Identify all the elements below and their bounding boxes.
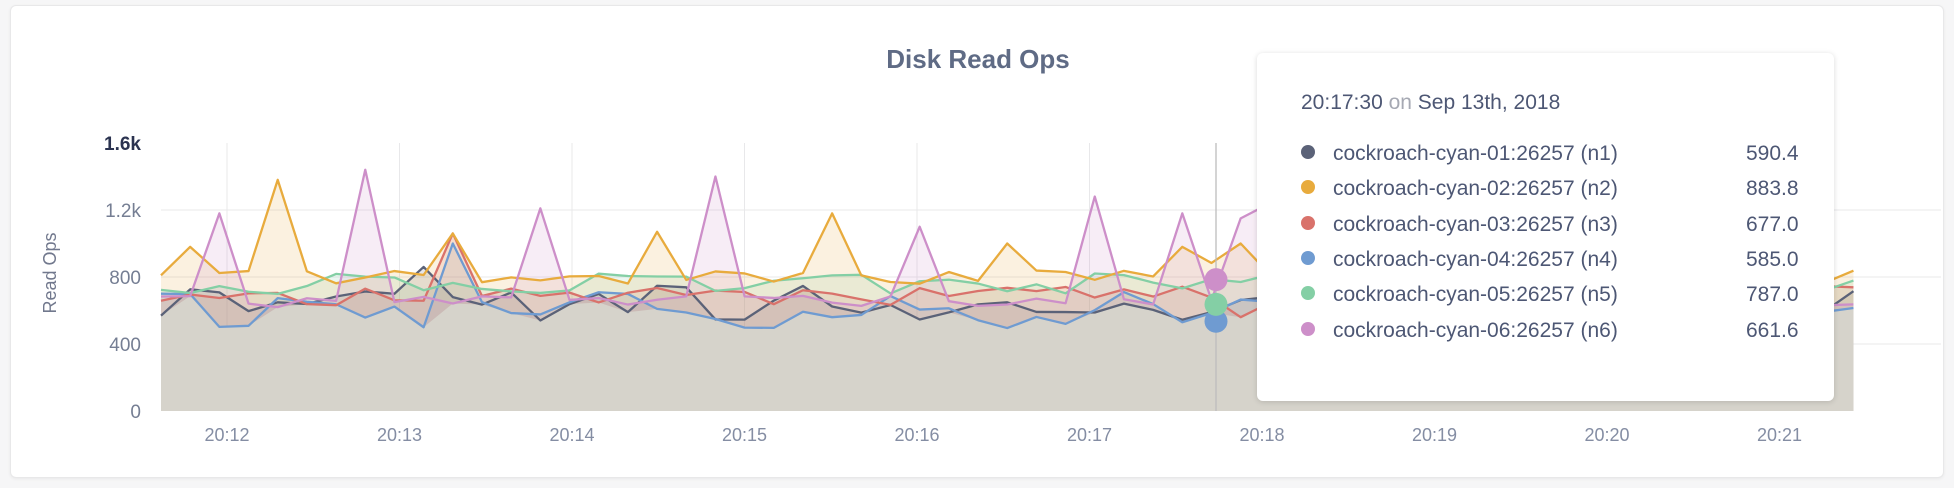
svg-text:0: 0 [130,402,141,423]
svg-text:20:13: 20:13 [377,425,422,445]
svg-text:20:12: 20:12 [204,425,249,445]
svg-text:20:20: 20:20 [1584,425,1629,445]
svg-text:20:18: 20:18 [1239,425,1284,445]
svg-text:20:19: 20:19 [1412,425,1457,445]
svg-text:20:15: 20:15 [722,425,767,445]
svg-text:400: 400 [109,335,141,356]
svg-text:20:17: 20:17 [1067,425,1112,445]
svg-text:1.6k: 1.6k [104,134,141,155]
svg-text:20:16: 20:16 [894,425,939,445]
svg-text:800: 800 [109,268,141,289]
svg-text:1.2k: 1.2k [105,201,141,222]
svg-text:20:21: 20:21 [1757,425,1802,445]
svg-text:20:14: 20:14 [549,425,594,445]
